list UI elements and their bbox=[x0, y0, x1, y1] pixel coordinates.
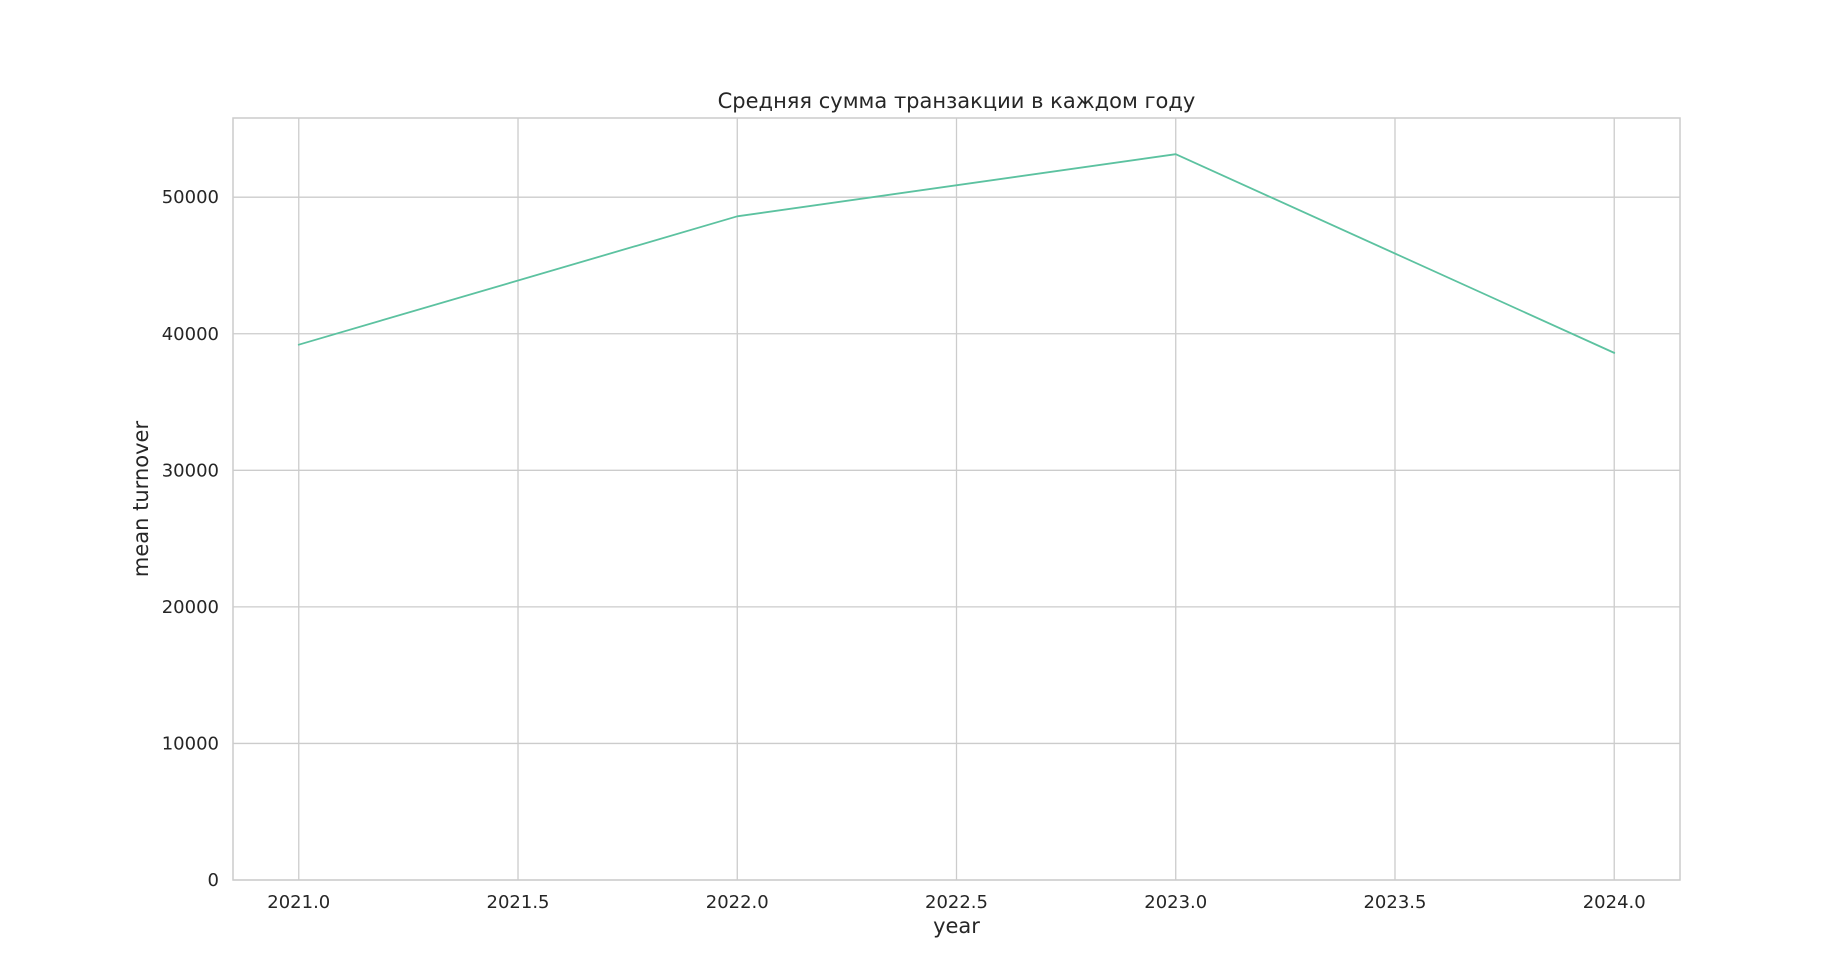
y-grid bbox=[233, 196, 1680, 881]
chart-title: Средняя сумма транзакции в каждом году bbox=[718, 89, 1196, 113]
x-tick-label: 2023.5 bbox=[1363, 892, 1426, 913]
x-tick-label: 2021.0 bbox=[267, 892, 330, 913]
y-tick-label: 20000 bbox=[162, 597, 219, 618]
x-tick-label: 2024.0 bbox=[1583, 892, 1646, 913]
series-line bbox=[297, 153, 1616, 354]
x-tick-labels: 2021.0 2021.5 2022.0 2022.5 2023.0 2023.5 2024… bbox=[267, 892, 1645, 913]
y-tick-labels: 0 10000 20000 30000 40000 50000 bbox=[162, 187, 219, 891]
y-tick-label: 40000 bbox=[162, 324, 219, 345]
y-axis-label: mean turnover bbox=[129, 421, 153, 578]
x-tick-label: 2022.0 bbox=[706, 892, 769, 913]
series-layer bbox=[297, 153, 1616, 354]
x-tick-label: 2022.5 bbox=[925, 892, 988, 913]
y-tick-label: 10000 bbox=[162, 733, 219, 754]
y-tick-label: 0 bbox=[208, 870, 219, 891]
x-tick-label: 2021.5 bbox=[487, 892, 550, 913]
x-axis-label: year bbox=[933, 914, 980, 938]
x-grid bbox=[298, 118, 1615, 880]
x-tick-label: 2023.0 bbox=[1144, 892, 1207, 913]
y-tick-label: 50000 bbox=[162, 187, 219, 208]
plot-area-frame bbox=[232, 117, 1681, 881]
y-tick-label: 30000 bbox=[162, 460, 219, 481]
